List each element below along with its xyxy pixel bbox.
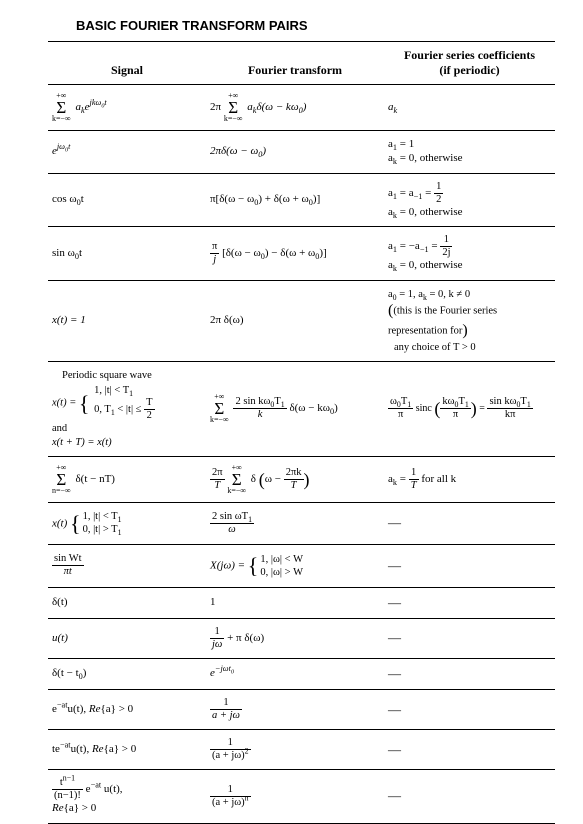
cell-transform: 2 sin ωT1ω bbox=[206, 502, 384, 545]
cell-signal: sin Wtπt bbox=[48, 545, 206, 588]
cell-signal: Periodic square wave x(t) = { 1, |t| < T… bbox=[48, 362, 206, 456]
cell-coeffs: — bbox=[384, 658, 555, 689]
cell-transform: 1(a + jω)n bbox=[206, 770, 384, 824]
header-coeffs: Fourier series coefficients (if periodic… bbox=[384, 42, 555, 85]
cell-coeffs: — bbox=[384, 502, 555, 545]
cell-transform: +∞Σk=−∞ 2 sin kω0T1k δ(ω − kω0) bbox=[206, 362, 384, 456]
cell-transform: 1 bbox=[206, 587, 384, 618]
cell-transform: 1(a + jω)2 bbox=[206, 730, 384, 770]
table-row: δ(t) 1 — bbox=[48, 587, 555, 618]
cell-signal: +∞Σn=−∞ δ(t − nT) bbox=[48, 456, 206, 502]
cell-signal: ejω0t bbox=[48, 131, 206, 174]
cell-coeffs: a1 = 1 ak = 0, otherwise bbox=[384, 131, 555, 174]
table-row: ejω0t 2πδ(ω − ω0) a1 = 1 ak = 0, otherwi… bbox=[48, 131, 555, 174]
cell-signal: δ(t − t0) bbox=[48, 658, 206, 689]
cell-signal: tn−1(n−1)! e−at u(t), Re{a} > 0 bbox=[48, 770, 206, 824]
header-transform: Fourier transform bbox=[206, 42, 384, 85]
table-row: x(t) = 1 2π δ(ω) a0 = 1, ak = 0, k ≠ 0 (… bbox=[48, 281, 555, 362]
table-row: cos ω0t π[δ(ω − ω0) + δ(ω + ω0)] a1 = a−… bbox=[48, 173, 555, 227]
table-row: u(t) 1jω + π δ(ω) — bbox=[48, 618, 555, 658]
cell-transform: πj [δ(ω − ω0) − δ(ω + ω0)] bbox=[206, 227, 384, 281]
cell-transform: 1jω + π δ(ω) bbox=[206, 618, 384, 658]
cell-signal: sin ω0t bbox=[48, 227, 206, 281]
cell-coeffs: a0 = 1, ak = 0, k ≠ 0 ((this is the Four… bbox=[384, 281, 555, 362]
cell-signal: e−atu(t), Re{a} > 0 bbox=[48, 690, 206, 730]
cell-coeffs: a1 = −a−1 = 12j ak = 0, otherwise bbox=[384, 227, 555, 281]
sigma: +∞ Σ k=−∞ bbox=[224, 92, 243, 123]
cell-transform: X(jω) = { 1, |ω| < W 0, |ω| > W bbox=[206, 545, 384, 588]
cell-transform: 2π δ(ω) bbox=[206, 281, 384, 362]
header-signal: Signal bbox=[48, 42, 206, 85]
header-row: Signal Fourier transform Fourier series … bbox=[48, 42, 555, 85]
cell-signal: x(t) = 1 bbox=[48, 281, 206, 362]
table-row: te−atu(t), Re{a} > 0 1(a + jω)2 — bbox=[48, 730, 555, 770]
table-row: sin ω0t πj [δ(ω − ω0) − δ(ω + ω0)] a1 = … bbox=[48, 227, 555, 281]
cell-transform: 1a + jω bbox=[206, 690, 384, 730]
cell-signal: te−atu(t), Re{a} > 0 bbox=[48, 730, 206, 770]
cell-signal: +∞ Σ k=−∞ akejkω0t bbox=[48, 85, 206, 131]
page: BASIC FOURIER TRANSFORM PAIRS Signal Fou… bbox=[0, 0, 583, 809]
cell-coeffs: — bbox=[384, 618, 555, 658]
fourier-pairs-table: Signal Fourier transform Fourier series … bbox=[48, 41, 555, 824]
table-row: δ(t − t0) e−jωt0 — bbox=[48, 658, 555, 689]
cell-coeffs: ak bbox=[384, 85, 555, 131]
sigma: +∞ Σ k=−∞ bbox=[52, 92, 71, 123]
table-row: +∞Σn=−∞ δ(t − nT) 2πT +∞Σk=−∞ δ (ω − 2πk… bbox=[48, 456, 555, 502]
table-row: +∞ Σ k=−∞ akejkω0t 2π +∞ Σ k=−∞ akδ(ω − … bbox=[48, 85, 555, 131]
table-row: x(t) { 1, |t| < T1 0, |t| > T1 2 sin ωT1… bbox=[48, 502, 555, 545]
cell-signal: u(t) bbox=[48, 618, 206, 658]
cell-transform: π[δ(ω − ω0) + δ(ω + ω0)] bbox=[206, 173, 384, 227]
table-row: tn−1(n−1)! e−at u(t), Re{a} > 0 1(a + jω… bbox=[48, 770, 555, 824]
table-row: Periodic square wave x(t) = { 1, |t| < T… bbox=[48, 362, 555, 456]
table-title: BASIC FOURIER TRANSFORM PAIRS bbox=[76, 18, 555, 33]
cell-transform: e−jωt0 bbox=[206, 658, 384, 689]
cell-coeffs: — bbox=[384, 587, 555, 618]
cell-coeffs: — bbox=[384, 730, 555, 770]
header-coeffs-l1: Fourier series coefficients bbox=[404, 48, 535, 62]
expr: akejkω0t bbox=[75, 101, 106, 113]
cell-signal: cos ω0t bbox=[48, 173, 206, 227]
cell-transform: 2π +∞ Σ k=−∞ akδ(ω − kω0) bbox=[206, 85, 384, 131]
cell-coeffs: a1 = a−1 = 12 ak = 0, otherwise bbox=[384, 173, 555, 227]
cell-coeffs: — bbox=[384, 545, 555, 588]
table-row: e−atu(t), Re{a} > 0 1a + jω — bbox=[48, 690, 555, 730]
cell-coeffs: ak = 1T for all k bbox=[384, 456, 555, 502]
cell-transform: 2πT +∞Σk=−∞ δ (ω − 2πkT) bbox=[206, 456, 384, 502]
cell-coeffs: — bbox=[384, 690, 555, 730]
cell-coeffs: — bbox=[384, 770, 555, 824]
table-row: sin Wtπt X(jω) = { 1, |ω| < W 0, |ω| > W… bbox=[48, 545, 555, 588]
cell-transform: 2πδ(ω − ω0) bbox=[206, 131, 384, 174]
cell-coeffs: ω0T1π sinc (kω0T1π) = sin kω0T1kπ bbox=[384, 362, 555, 456]
cell-signal: δ(t) bbox=[48, 587, 206, 618]
header-coeffs-l2: (if periodic) bbox=[439, 63, 499, 77]
cell-signal: x(t) { 1, |t| < T1 0, |t| > T1 bbox=[48, 502, 206, 545]
